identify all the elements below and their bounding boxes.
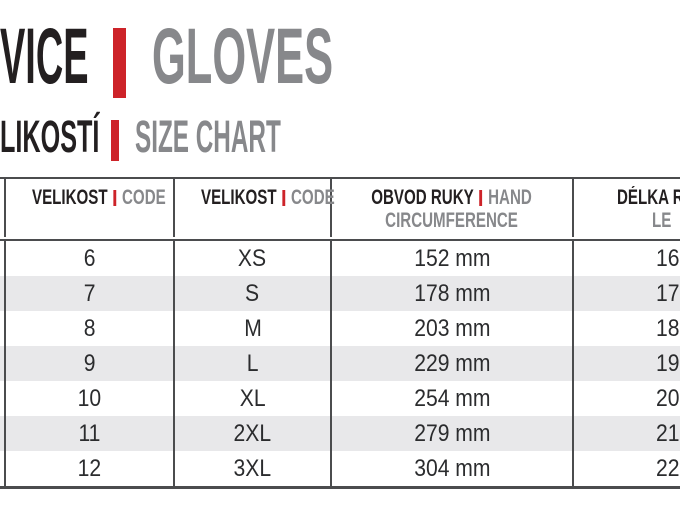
- header-cell-hand-circumference: OBVOD RUKY HAND CIRCUMFERENCE: [332, 179, 574, 237]
- header-cell-size-numeric: VELIKOST CODE: [6, 179, 175, 237]
- cell-size-numeric: 6: [6, 241, 175, 276]
- cell-cropped-left: [0, 451, 6, 486]
- cell-cropped-left: [0, 276, 6, 311]
- cell-size-numeric: 11: [6, 416, 175, 451]
- subtitle-en: SIZE CHART: [135, 111, 281, 162]
- header-velikost-label: VELIKOST: [31, 186, 108, 209]
- title-separator-bar: [113, 28, 126, 98]
- subtitle-separator-bar: [111, 120, 119, 161]
- cell-cropped-left: [0, 381, 6, 416]
- cell-cropped-left: [0, 416, 6, 451]
- cell-cropped-left: [0, 311, 6, 346]
- cell-size-code: S: [175, 276, 332, 311]
- header-length-label-cropped: LE: [652, 209, 672, 232]
- cell-size-code: XS: [175, 241, 332, 276]
- table-row: 6 XS 152 mm 16: [0, 241, 680, 276]
- header-velikost-label: VELIKOST: [200, 186, 277, 209]
- header-cell-length-cropped: DÉLKA R LE: [574, 179, 680, 237]
- cell-hand-circumference: 279 mm: [332, 416, 574, 451]
- header-separator-bar: [113, 190, 117, 206]
- cell-size-numeric: 12: [6, 451, 175, 486]
- table-row: 7 S 178 mm 17: [0, 276, 680, 311]
- header-separator-bar: [282, 190, 286, 206]
- cell-hand-circumference: 152 mm: [332, 241, 574, 276]
- size-chart-table: VELIKOST CODE VELIKOST CODE OBVOD RUKY HAND…: [0, 177, 680, 489]
- cell-size-numeric: 9: [6, 346, 175, 381]
- header-code-label: CODE: [291, 186, 335, 209]
- cell-hand-circumference: 178 mm: [332, 276, 574, 311]
- page-title-cz-cropped: VICE: [0, 11, 89, 100]
- cell-length-cropped: 18: [574, 311, 680, 346]
- header-hand-label: HAND: [488, 186, 533, 209]
- header-separator-bar: [479, 190, 483, 206]
- header-obvod-ruky-label: OBVOD RUKY: [371, 186, 475, 209]
- table-header-row: VELIKOST CODE VELIKOST CODE OBVOD RUKY HAND…: [0, 179, 680, 241]
- cell-hand-circumference: 254 mm: [332, 381, 574, 416]
- table-row: 8 M 203 mm 18: [0, 311, 680, 346]
- header-cell-size-code: VELIKOST CODE: [175, 179, 335, 237]
- cell-cropped-left: [0, 346, 6, 381]
- cell-size-code: M: [175, 311, 332, 346]
- cell-hand-circumference: 203 mm: [332, 311, 574, 346]
- cell-size-numeric: 7: [6, 276, 175, 311]
- cell-length-cropped: 20: [574, 381, 680, 416]
- cell-hand-circumference: 229 mm: [332, 346, 574, 381]
- table-row: 12 3XL 304 mm 22: [0, 451, 680, 486]
- subtitle-cz-cropped: LIKOSTÍ: [0, 111, 100, 162]
- cell-size-numeric: 10: [6, 381, 175, 416]
- cell-size-code: 3XL: [175, 451, 332, 486]
- cell-length-cropped: 22: [574, 451, 680, 486]
- header-circumference-label: CIRCUMFERENCE: [385, 209, 519, 232]
- cell-size-code: XL: [175, 381, 332, 416]
- cell-length-cropped: 21: [574, 416, 680, 451]
- cell-length-cropped: 16: [574, 241, 680, 276]
- header-code-label: CODE: [122, 186, 166, 209]
- cell-size-numeric: 8: [6, 311, 175, 346]
- header-delka-label-cropped: DÉLKA R: [617, 186, 680, 209]
- page-title-en: GLOVES: [152, 11, 334, 100]
- header-cell-cropped-left: [0, 179, 6, 237]
- cell-size-code: 2XL: [175, 416, 332, 451]
- cell-length-cropped: 19: [574, 346, 680, 381]
- table-row: 11 2XL 279 mm 21: [0, 416, 680, 451]
- cell-size-code: L: [175, 346, 332, 381]
- cell-length-cropped: 17: [574, 276, 680, 311]
- table-row: 9 L 229 mm 19: [0, 346, 680, 381]
- cell-hand-circumference: 304 mm: [332, 451, 574, 486]
- cell-cropped-left: [0, 241, 6, 276]
- table-row: 10 XL 254 mm 20: [0, 381, 680, 416]
